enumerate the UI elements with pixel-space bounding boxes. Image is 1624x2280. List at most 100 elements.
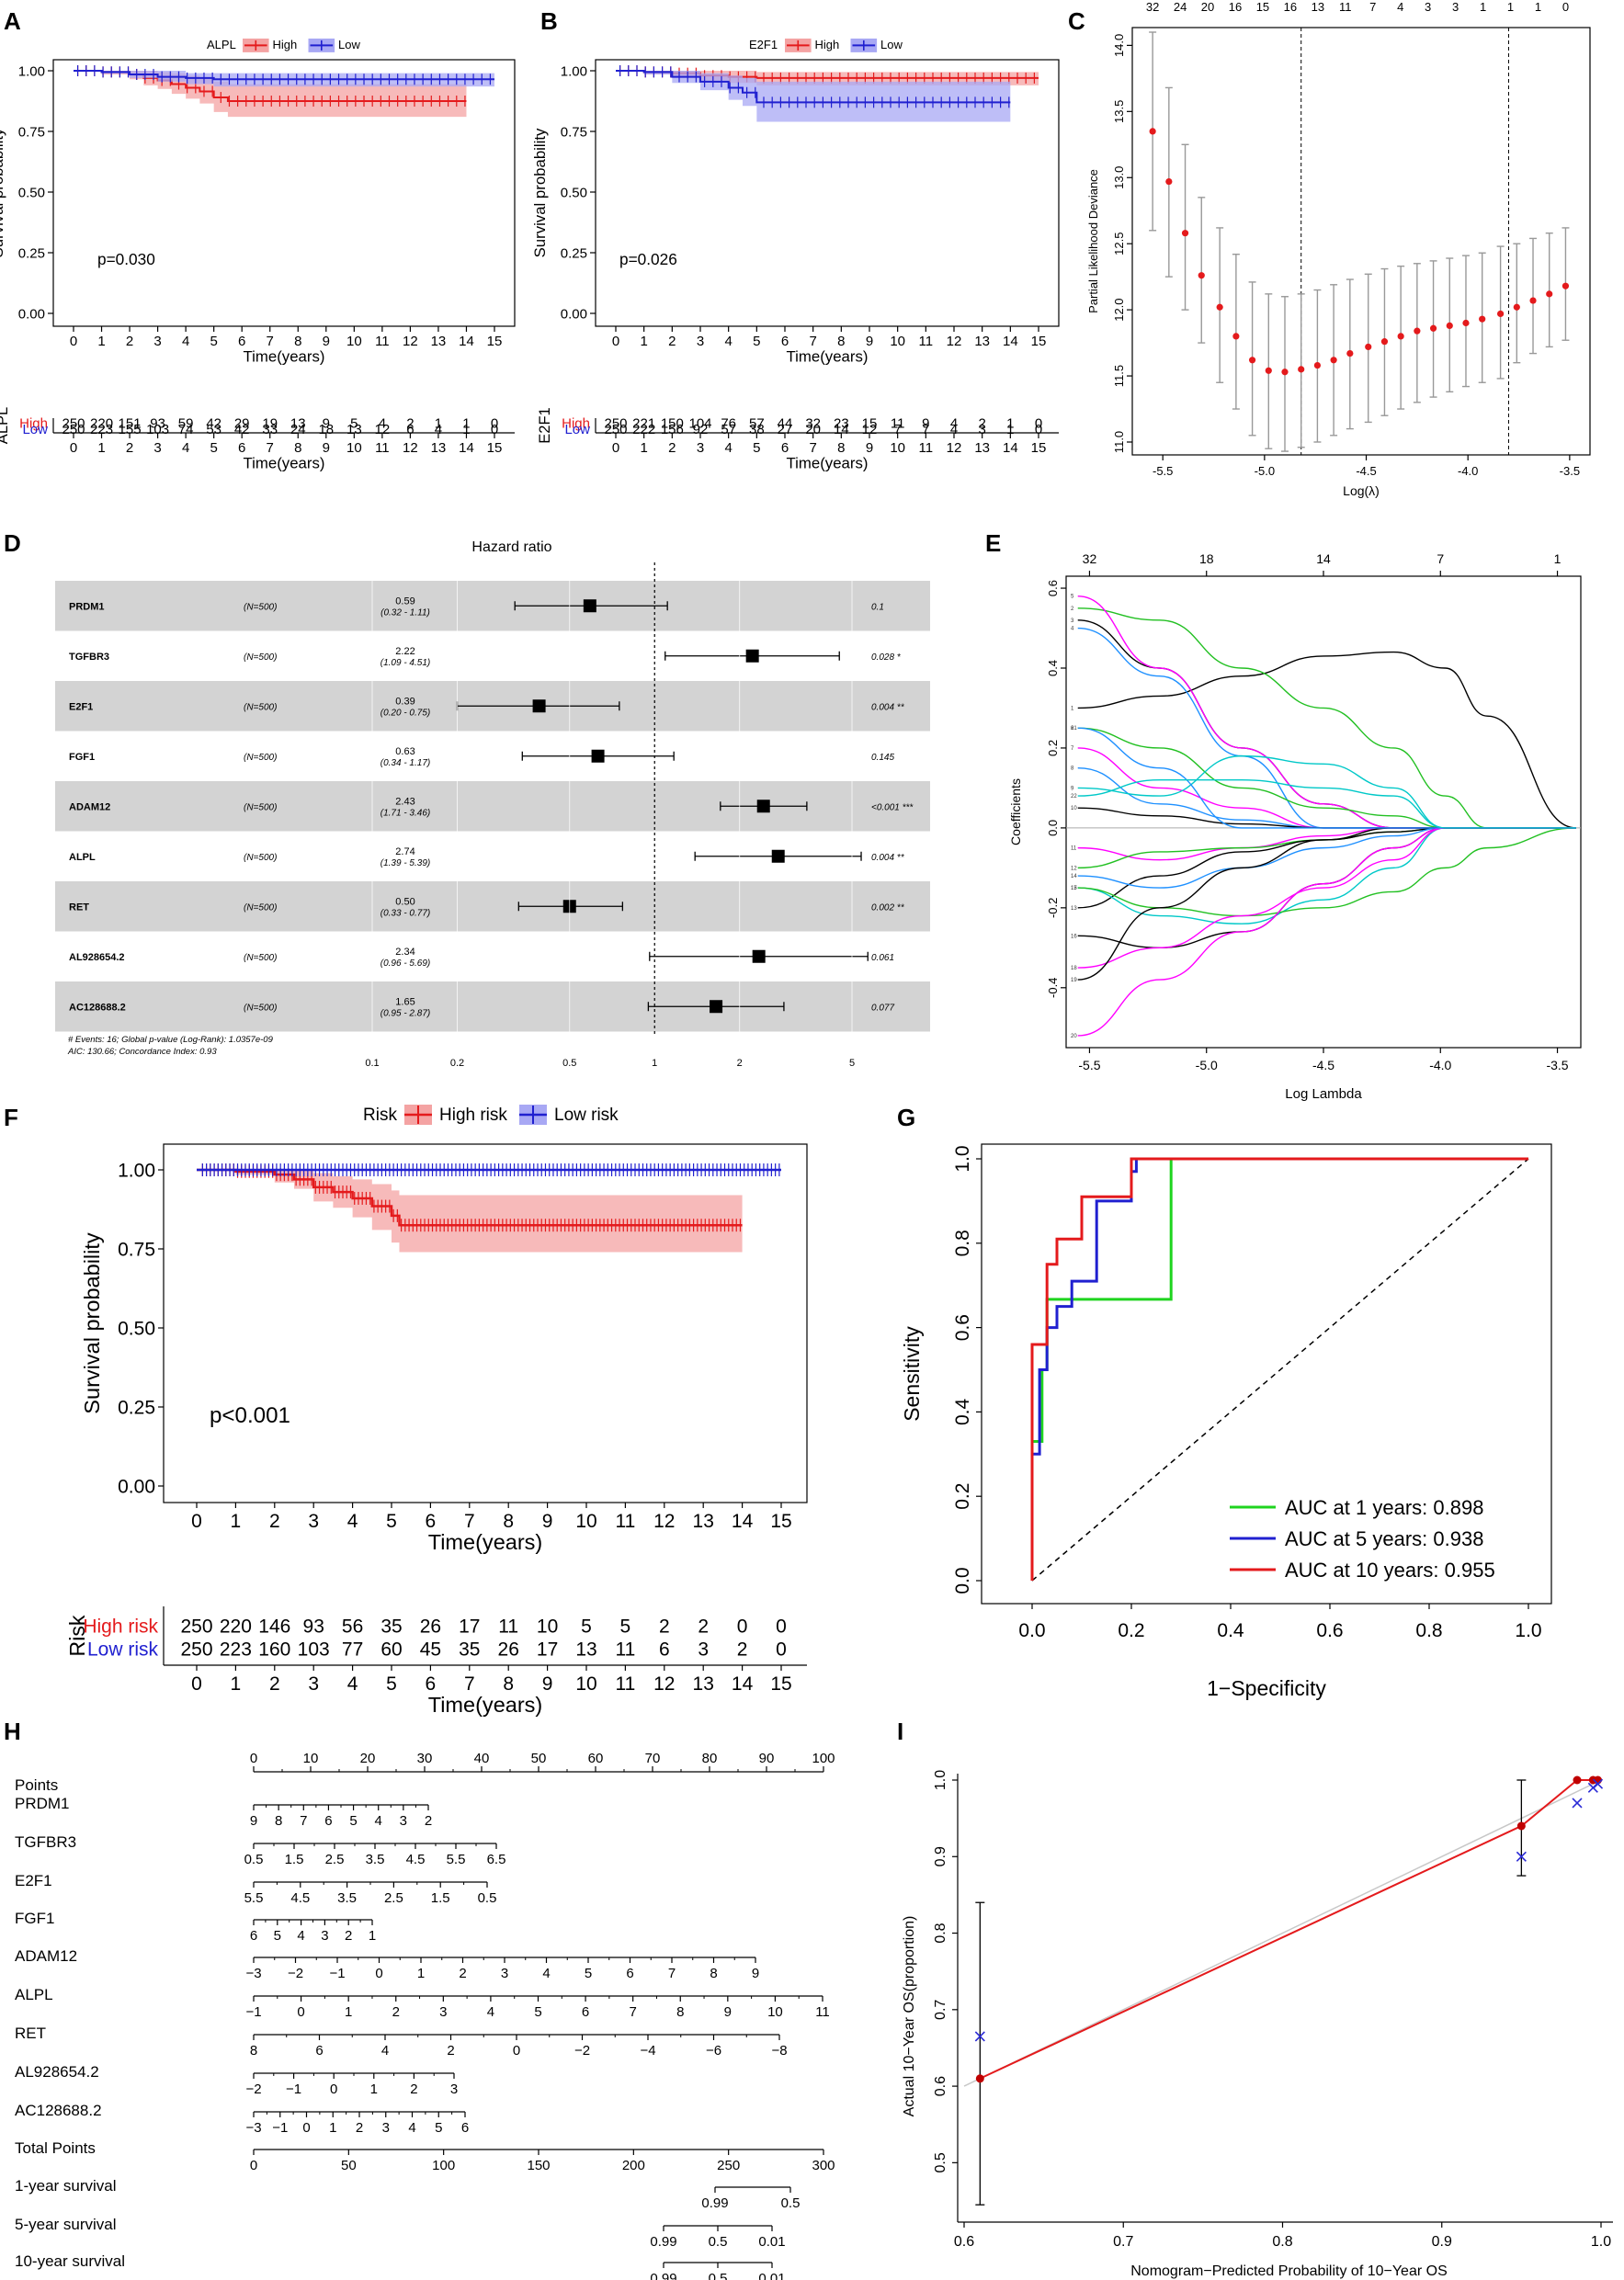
x-axis-title: Log Lambda — [1285, 1086, 1362, 1102]
risk-table-row-label: Low — [564, 422, 590, 437]
x-tick-label: 1 — [231, 1673, 242, 1695]
risk-table-count: 2 — [406, 416, 414, 432]
forest-ci-value: (1.39 - 5.39) — [380, 858, 430, 868]
x-tick-label: -4.5 — [1312, 1058, 1334, 1072]
forest-ci-value: (0.34 - 1.17) — [380, 758, 430, 768]
y-tick-label: 12.5 — [1112, 233, 1126, 255]
km-estimate-cross — [1572, 1798, 1583, 1809]
x-tick-label: 9 — [542, 1511, 553, 1532]
legend-label: E2F1 — [749, 38, 778, 51]
deviance-point — [1216, 303, 1223, 311]
low-group-ci-band — [616, 71, 1011, 122]
x-tick-label: 0.6 — [954, 2234, 974, 2250]
nomogram-tick-label: 2 — [447, 2043, 454, 2059]
x-tick-label: -3.5 — [1546, 1058, 1568, 1072]
y-axis-title: Coefficients — [1008, 778, 1023, 845]
nomogram-tick-label: 10 — [767, 2004, 783, 2020]
nomogram-tick-label: 11 — [815, 2004, 830, 2020]
forest-p-value: 0.077 — [871, 1003, 894, 1013]
p-value: p=0.026 — [619, 250, 677, 268]
nomogram-tick-label: 0.01 — [758, 2271, 785, 2280]
x-tick-label: 0.8 — [1415, 1620, 1442, 1641]
deviance-point — [1232, 333, 1240, 340]
risk-table-count: 10 — [537, 1616, 558, 1637]
risk-table-count: 29 — [234, 416, 250, 432]
top-tick-label: 7 — [1369, 0, 1376, 14]
x-tick-label: 1 — [97, 440, 105, 456]
coef-path — [1077, 827, 1576, 981]
top-tick-label: 1 — [1535, 0, 1541, 14]
risk-table-count: 103 — [298, 1639, 330, 1660]
y-tick-label: 0.00 — [561, 306, 587, 322]
x-tick-label: 0.7 — [1113, 2234, 1133, 2250]
x-tick-label: 14 — [459, 440, 474, 456]
forest-row-bg — [55, 981, 930, 1032]
x-tick-label: 8 — [503, 1511, 514, 1532]
x-tick-label: 8 — [837, 334, 845, 349]
coef-path — [1077, 827, 1576, 917]
y-axis-title: Survival probability — [80, 1232, 104, 1414]
nomogram-tick-label: 150 — [527, 2158, 550, 2173]
x-tick-label: 2 — [269, 1673, 280, 1695]
risk-table-count: 223 — [220, 1639, 252, 1660]
x-tick-label: 3 — [308, 1511, 319, 1532]
plot-frame — [1131, 27, 1591, 456]
coef-path-label: 20 — [1071, 1034, 1077, 1039]
coef-path-label: 8 — [1071, 766, 1074, 772]
x-tick-label: 0 — [70, 334, 77, 349]
risk-table-count: 151 — [119, 416, 142, 432]
legend-title: Risk — [363, 1106, 397, 1125]
x-tick-label: 4 — [182, 334, 189, 349]
nomogram-row-label: 1-year survival — [15, 2177, 117, 2195]
nomogram-tick-label: 1 — [417, 1966, 425, 1981]
y-tick-label: 11.5 — [1112, 365, 1126, 387]
y-axis-title: Actual 10−Year OS(proportion) — [902, 1916, 917, 2117]
risk-table-count: 44 — [778, 416, 793, 432]
x-tick-label: 11 — [615, 1673, 635, 1695]
y-tick-label: 1.00 — [18, 63, 45, 79]
nomogram-tick-label: 0 — [250, 2158, 257, 2173]
forest-row-bg — [55, 881, 930, 932]
high-group-ci-band — [197, 1170, 743, 1253]
x-tick-label: 15 — [487, 334, 503, 349]
nomogram-tick-label: 6 — [324, 1813, 332, 1829]
x-tick-label: 11 — [615, 1511, 635, 1532]
nomogram-tick-label: 8 — [250, 2043, 257, 2059]
x-tick-label: 6 — [426, 1511, 437, 1532]
deviance-point — [1562, 282, 1570, 289]
risk-table-count: 26 — [420, 1616, 441, 1637]
nomogram-row-label: FGF1 — [15, 1910, 54, 1927]
x-tick-label: 2 — [126, 334, 133, 349]
forest-row-bg — [55, 581, 930, 631]
panel-letter-e: E — [985, 529, 1001, 557]
forest-hr-value: 2.43 — [395, 796, 415, 807]
nomogram-tick-label: 0.99 — [701, 2195, 728, 2211]
nomogram-tick-label: 2.5 — [384, 1890, 403, 1906]
nomogram-tick-label: 8 — [710, 1966, 717, 1981]
x-tick-label: 0.4 — [1217, 1620, 1244, 1641]
x-tick-label: 3 — [153, 334, 161, 349]
nomogram-tick-label: 30 — [417, 1751, 433, 1766]
nomogram-tick-label: 1.5 — [285, 1852, 304, 1867]
y-tick-label: 0.5 — [933, 2152, 948, 2172]
risk-table-count: 221 — [632, 416, 655, 432]
nomogram-tick-label: 1 — [369, 1928, 376, 1944]
top-tick-label: 20 — [1201, 0, 1214, 14]
x-tick-label: 9 — [866, 334, 873, 349]
panel-letter-a: A — [4, 7, 21, 35]
x-tick-label: -4.0 — [1429, 1058, 1451, 1072]
forest-hr-value: 0.39 — [395, 696, 415, 707]
y-tick-label: 1.0 — [933, 1770, 948, 1790]
x-tick-label: 6 — [781, 440, 789, 456]
risk-table-count: 5 — [350, 416, 358, 432]
x-tick-label: 12 — [653, 1673, 675, 1695]
nomogram-tick-label: 1.5 — [431, 1890, 450, 1906]
coef-path-label: 2 — [1071, 607, 1074, 612]
coef-path-label: 4 — [1071, 627, 1074, 632]
forest-hr-marker — [752, 949, 766, 963]
y-tick-label: 0.0 — [1046, 820, 1060, 836]
forest-hr-marker — [710, 1000, 723, 1014]
forest-gene-label: AC128688.2 — [69, 1002, 126, 1013]
risk-table-count: 13 — [290, 416, 306, 432]
x-tick-label: 15 — [487, 440, 503, 456]
